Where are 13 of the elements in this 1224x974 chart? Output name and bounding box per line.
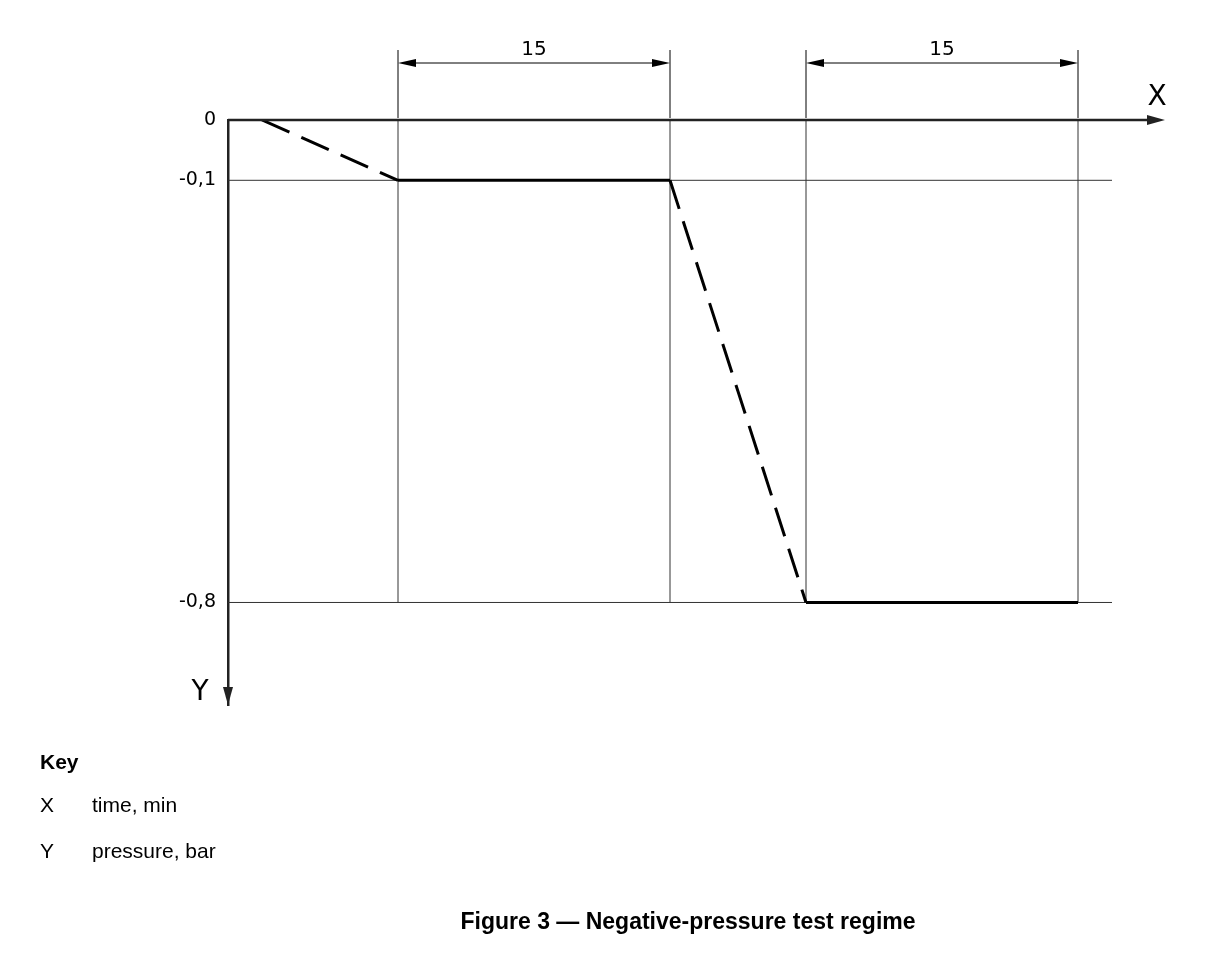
text: Key	[40, 750, 79, 774]
text: X	[40, 793, 55, 817]
text: 15	[929, 36, 955, 60]
text: pressure, bar	[92, 839, 216, 863]
text: 15	[521, 36, 547, 60]
y-tick-label: -0,8	[178, 589, 216, 612]
y-axis-title: Y	[190, 674, 210, 708]
text: Y	[40, 839, 55, 863]
y-tick-label: -0,1	[178, 167, 216, 190]
y-tick-label: 0	[203, 106, 216, 129]
text: time, min	[92, 793, 178, 817]
x-axis-title: X	[1147, 79, 1167, 113]
text: Figure 3 — Negative-pressure test regime	[459, 908, 917, 935]
